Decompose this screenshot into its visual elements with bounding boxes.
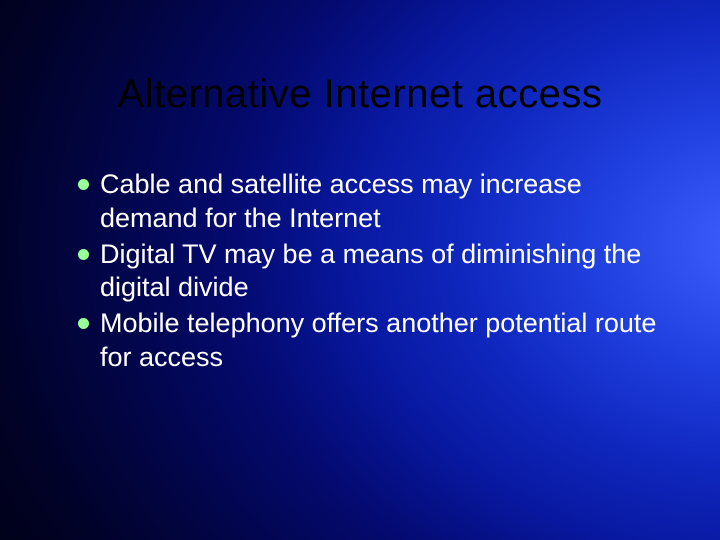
bullet-icon: [78, 318, 89, 329]
slide-title: Alternative Internet access: [0, 72, 720, 117]
list-item: Digital TV may be a means of diminishing…: [78, 238, 680, 306]
bullet-icon: [78, 249, 89, 260]
bullet-text: Cable and satellite access may increase …: [100, 169, 582, 233]
bullet-text: Digital TV may be a means of diminishing…: [100, 239, 641, 303]
slide: Alternative Internet access Cable and sa…: [0, 0, 720, 540]
bullet-icon: [78, 179, 89, 190]
list-item: Mobile telephony offers another potentia…: [78, 307, 680, 375]
list-item: Cable and satellite access may increase …: [78, 168, 680, 236]
bullet-text: Mobile telephony offers another potentia…: [100, 308, 656, 372]
slide-body: Cable and satellite access may increase …: [78, 168, 680, 377]
